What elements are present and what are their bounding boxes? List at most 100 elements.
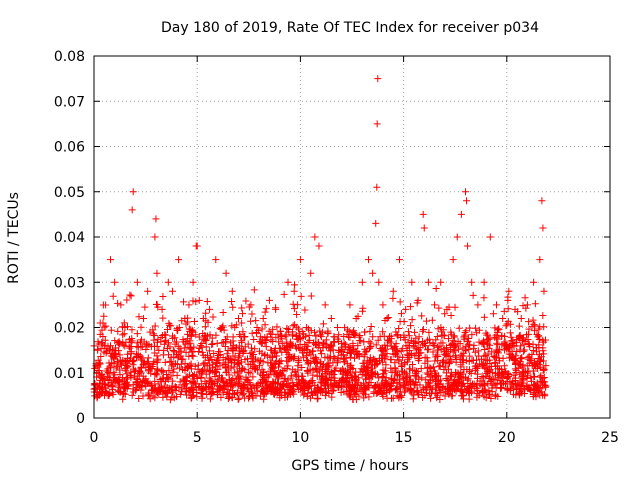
data-point (109, 351, 117, 359)
data-point (360, 385, 368, 393)
data-point (250, 286, 258, 294)
data-point (175, 323, 183, 331)
data-point (307, 327, 315, 335)
data-point (141, 379, 149, 387)
data-point (418, 312, 426, 320)
data-point (500, 362, 508, 370)
data-point (360, 353, 368, 361)
data-point (304, 342, 312, 350)
data-point (324, 384, 332, 392)
data-point (406, 303, 414, 311)
data-point (345, 327, 353, 335)
data-point (327, 314, 335, 322)
axis-ticks: 0 0.01 0.02 0.03 0.04 0.05 0.06 0.07 0.08 0 5 10 15 2… (54, 49, 619, 446)
data-point (213, 339, 221, 347)
data-point (478, 340, 486, 348)
data-point (539, 357, 547, 365)
data-point (455, 324, 463, 332)
data-point (277, 331, 285, 339)
data-point (146, 395, 154, 403)
data-point (346, 387, 354, 395)
data-point (343, 368, 351, 376)
data-point (224, 379, 232, 387)
data-point (425, 379, 433, 387)
data-point (128, 337, 136, 345)
data-point (202, 383, 210, 391)
data-point (133, 330, 141, 338)
data-point (379, 301, 387, 309)
data-point (518, 354, 526, 362)
data-point (444, 365, 452, 373)
data-point (383, 314, 391, 322)
data-point (390, 344, 398, 352)
data-point (142, 375, 150, 383)
data-point (295, 334, 303, 342)
data-point (314, 394, 322, 402)
data-point (414, 296, 422, 304)
data-point (106, 362, 114, 370)
data-point (134, 367, 142, 375)
data-point (169, 334, 177, 342)
data-point (202, 336, 210, 344)
data-point (136, 378, 144, 386)
data-point (522, 331, 530, 339)
data-point (160, 340, 168, 348)
data-point (375, 374, 383, 382)
data-point (229, 375, 237, 383)
data-point (373, 183, 381, 191)
data-point (181, 360, 189, 368)
data-point (429, 348, 437, 356)
data-point (341, 342, 349, 350)
data-point (215, 356, 223, 364)
data-point (397, 310, 405, 318)
data-point (161, 358, 169, 366)
data-point (473, 329, 481, 337)
data-point (517, 378, 525, 386)
data-point (510, 371, 518, 379)
data-point (164, 339, 172, 347)
data-point (299, 372, 307, 380)
data-point (120, 319, 128, 327)
data-point (205, 356, 213, 364)
data-point (128, 391, 136, 399)
data-point (529, 340, 537, 348)
data-point (97, 373, 105, 381)
data-point (290, 355, 298, 363)
data-point (474, 347, 482, 355)
data-point (278, 340, 286, 348)
data-point (154, 366, 162, 374)
data-point (449, 348, 457, 356)
data-point (464, 242, 472, 250)
data-point (269, 386, 277, 394)
data-point (352, 314, 360, 322)
data-point (263, 333, 271, 341)
data-point (459, 349, 467, 357)
data-point (424, 357, 432, 365)
data-point (492, 334, 500, 342)
data-point (135, 395, 143, 403)
data-point (435, 362, 443, 370)
data-point (541, 336, 549, 344)
data-point (426, 339, 434, 347)
data-point (100, 342, 108, 350)
data-point (298, 363, 306, 371)
data-point (143, 358, 151, 366)
data-point (414, 391, 422, 399)
data-point (312, 332, 320, 340)
data-point (535, 335, 543, 343)
data-point (365, 393, 373, 401)
data-point (238, 304, 246, 312)
data-point (218, 374, 226, 382)
data-point (245, 394, 253, 402)
x-tick-label: 0 (90, 430, 99, 446)
data-point (254, 366, 262, 374)
data-point (530, 382, 538, 390)
data-point (502, 367, 510, 375)
data-point (246, 360, 254, 368)
data-point (423, 354, 431, 362)
data-point (206, 305, 214, 313)
data-point (175, 256, 183, 264)
data-point (158, 305, 166, 313)
data-point (432, 285, 440, 293)
data-point (262, 305, 270, 313)
